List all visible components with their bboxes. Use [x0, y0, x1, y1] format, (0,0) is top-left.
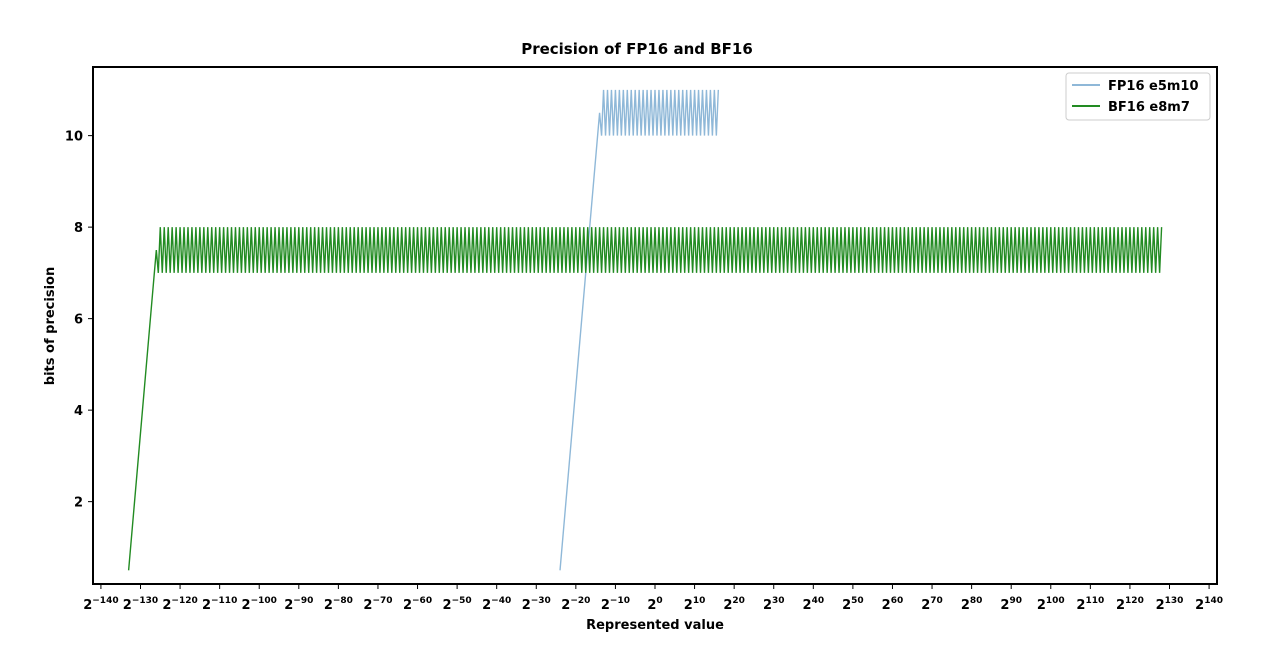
x-tick-label: 280: [961, 596, 983, 613]
x-tick-label: 2−90: [284, 596, 313, 613]
plot-background: [93, 67, 1217, 584]
x-tick-label: 2−120: [162, 596, 197, 613]
x-tick-label: 2−10: [601, 596, 630, 613]
x-tick-label: 2−30: [522, 596, 551, 613]
x-tick-label: 2−50: [443, 596, 472, 613]
x-axis-label: Represented value: [586, 618, 724, 633]
x-tick-label: 20: [647, 596, 662, 613]
y-tick-label: 2: [74, 496, 83, 511]
legend-box: [1065, 72, 1211, 121]
legend-label-bf16: BF16 e8m7: [1108, 100, 1190, 115]
x-tick-label: 270: [921, 596, 943, 613]
legend: FP16 e5m10 BF16 e8m7: [1065, 72, 1211, 121]
series-line-0: [559, 89, 720, 571]
y-axis-label: bits of precision: [43, 267, 58, 385]
y-tick-label: 4: [74, 404, 83, 419]
y-axis-ticks: 2 4 6 8 10: [65, 130, 93, 511]
x-tick-label: 2110: [1076, 596, 1104, 613]
x-tick-label: 210: [684, 596, 706, 613]
x-tick-label: 2−110: [202, 596, 237, 613]
x-tick-label: 2100: [1037, 596, 1065, 613]
x-tick-label: 230: [763, 596, 785, 613]
x-tick-label: 2−130: [123, 596, 158, 613]
y-tick-label: 10: [65, 130, 83, 145]
x-tick-label: 260: [882, 596, 904, 613]
legend-label-fp16: FP16 e5m10: [1108, 79, 1199, 94]
x-tick-label: 2120: [1116, 596, 1144, 613]
x-tick-label: 240: [803, 596, 825, 613]
x-tick-label: 2−80: [324, 596, 353, 613]
x-tick-label: 250: [842, 596, 864, 613]
series-layer: [127, 89, 1163, 571]
x-tick-label: 290: [1000, 596, 1022, 613]
y-tick-label: 6: [74, 313, 83, 328]
chart-title: Precision of FP16 and BF16: [521, 40, 753, 58]
x-tick-label: 2−140: [83, 596, 118, 613]
x-tick-label: 2130: [1156, 596, 1184, 613]
series-line-1: [127, 227, 1163, 571]
x-tick-label: 2−60: [403, 596, 432, 613]
x-tick-label: 2140: [1195, 596, 1223, 613]
x-tick-label: 2−70: [363, 596, 392, 613]
x-axis-ticks: 2−140 2−130 2−120 2−110 2−100 2−90 2−80 2−70 2−6…: [83, 584, 1223, 613]
x-tick-label: 2−40: [482, 596, 511, 613]
x-tick-label: 2−20: [561, 596, 590, 613]
x-tick-label: 2−100: [242, 596, 277, 613]
y-tick-label: 8: [74, 221, 83, 236]
x-tick-label: 220: [723, 596, 745, 613]
